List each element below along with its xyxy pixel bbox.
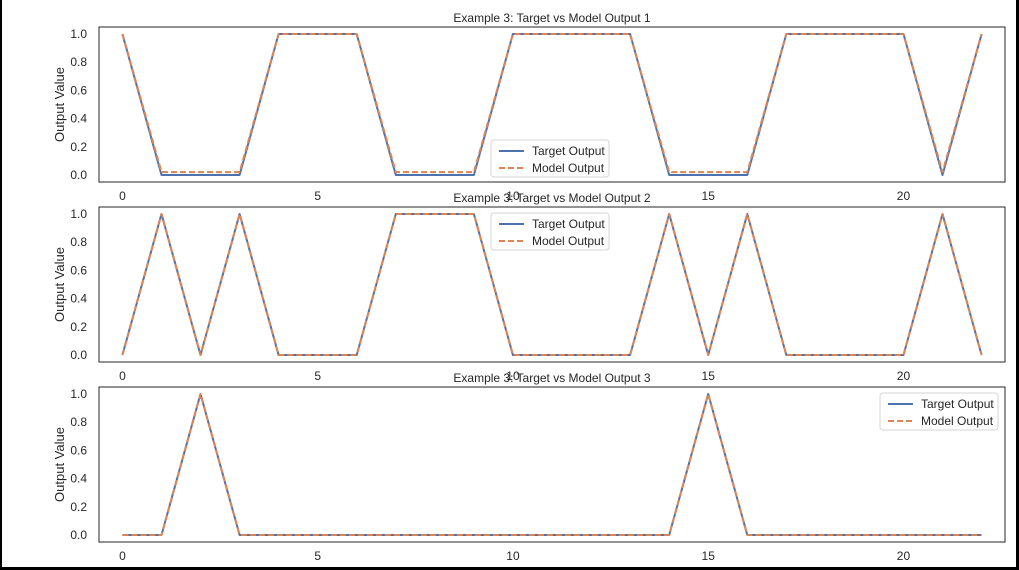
x-tick-label: 20 (897, 369, 911, 383)
x-tick-label: 20 (897, 549, 911, 563)
y-tick-label: 0.0 (70, 168, 87, 182)
legend-label: Model Output (532, 161, 605, 175)
x-tick-label: 5 (314, 189, 321, 203)
series-line-model-output (122, 393, 982, 536)
subplot-3: 0.0 0.2 0.4 0.6 0.8 1.0 0 5 10 15 20 Example 3: Tar… (52, 371, 1006, 563)
y-tick-label: 0.6 (70, 83, 87, 97)
x-tick-label: 0 (119, 549, 126, 563)
legend-label: Model Output (921, 414, 994, 428)
y-tick-label: 1.0 (70, 387, 87, 401)
x-tick-label: 5 (314, 549, 321, 563)
series-line-model-output (121, 33, 983, 174)
x-tick-label: 0 (119, 189, 126, 203)
x-tick-label: 10 (506, 189, 520, 203)
chart-title: Example 3: Target vs Model Output 1 (453, 11, 651, 25)
axes-frame (98, 386, 1006, 543)
y-tick-label: 0.8 (70, 415, 87, 429)
y-tick-label: 1.0 (70, 27, 87, 41)
y-tick-label: 0.0 (70, 348, 87, 362)
series-line-model-output (121, 213, 983, 356)
x-tick-label: 20 (897, 189, 911, 203)
y-axis-label: Output Value (52, 67, 67, 142)
y-tick-label: 0.4 (70, 292, 87, 306)
y-tick-label: 0.2 (70, 500, 87, 514)
y-tick-label: 0.2 (70, 140, 87, 154)
x-tick-label: 15 (702, 549, 716, 563)
legend-label: Model Output (532, 234, 605, 248)
y-tick-label: 0.6 (70, 263, 87, 277)
y-tick-label: 0.4 (70, 112, 87, 126)
chart-title: Example 3: Target vs Model Output 2 (453, 191, 651, 205)
y-tick-label: 0.6 (70, 443, 87, 457)
subplot-1: 0.0 0.2 0.4 0.6 0.8 1.0 0 5 10 15 20 Example 3: Tar… (52, 11, 1006, 203)
chart-title: Example 3: Target vs Model Output 3 (453, 371, 651, 385)
y-tick-label: 1.0 (70, 207, 87, 221)
legend-label: Target Output (532, 217, 605, 231)
x-tick-label: 15 (702, 189, 716, 203)
legend-label: Target Output (532, 144, 605, 158)
y-axis-label: Output Value (52, 427, 67, 502)
legend-label: Target Output (921, 397, 994, 411)
y-tick-label: 0.8 (70, 235, 87, 249)
x-tick-label: 10 (506, 369, 520, 383)
legend: Target Output Model Output (490, 212, 610, 251)
y-tick-label: 0.4 (70, 472, 87, 486)
x-tick-label: 5 (314, 369, 321, 383)
x-tick-label: 10 (506, 549, 520, 563)
legend: Target Output Model Output (490, 139, 610, 178)
y-tick-label: 0.0 (70, 528, 87, 542)
y-axis-label: Output Value (52, 247, 67, 322)
legend: Target Output Model Output (879, 392, 999, 431)
subplot-2: 0.0 0.2 0.4 0.6 0.8 1.0 0 5 10 15 20 Example 3: Tar… (52, 191, 1006, 383)
x-tick-label: 15 (702, 369, 716, 383)
x-tick-label: 0 (119, 369, 126, 383)
y-tick-label: 0.2 (70, 320, 87, 334)
y-tick-label: 0.8 (70, 55, 87, 69)
